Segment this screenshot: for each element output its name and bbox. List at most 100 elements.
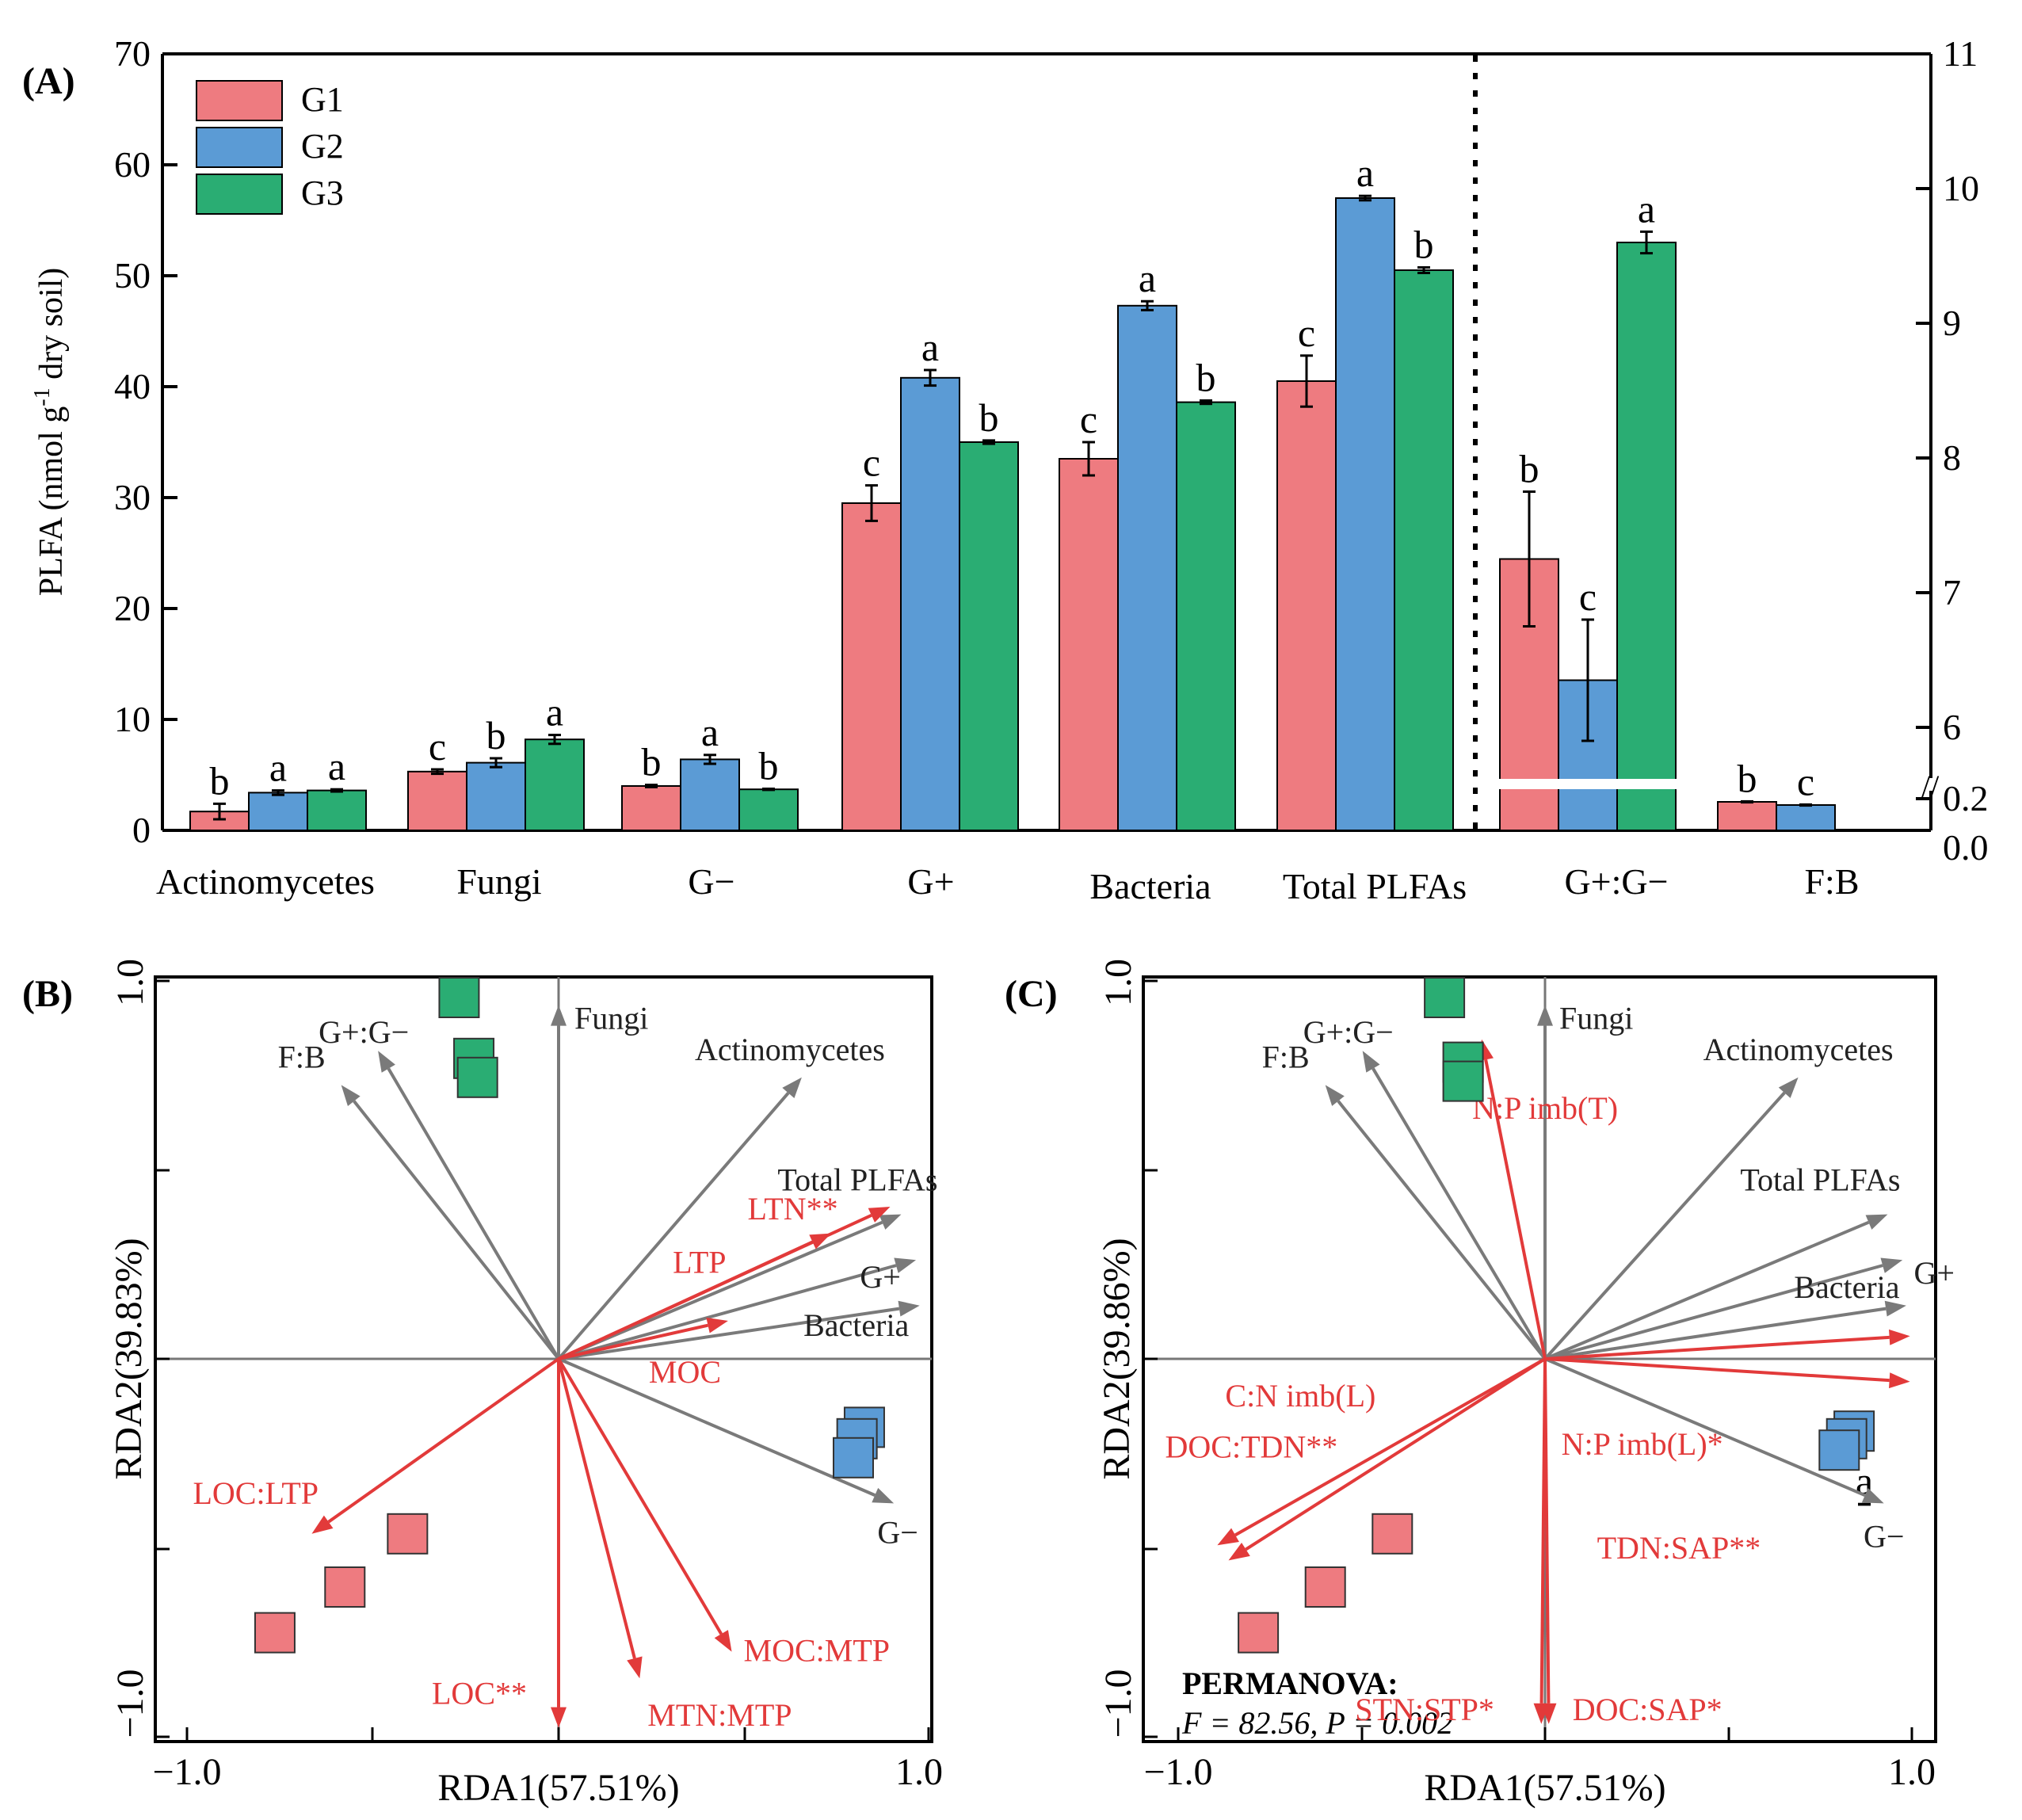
sample-point-g1 <box>254 1612 296 1654</box>
panel-c-ytick-max: 1.0 <box>1097 959 1139 1006</box>
right-tick-label: 7 <box>1943 572 1961 612</box>
panel-a-ylabel: PLFA (nmol g-1 dry soil) <box>30 268 70 597</box>
explanatory-arrow-label: DOC:TDN** <box>1166 1429 1338 1464</box>
significance-letter: a <box>269 746 287 790</box>
axis-break-mark: // <box>1921 769 1940 804</box>
panel-b-ticks <box>155 979 930 1742</box>
panel-b-xtick-min: −1.0 <box>152 1751 221 1793</box>
left-tick-label: 20 <box>114 588 151 628</box>
significance-letter: a <box>921 325 939 369</box>
legend-swatch-g3 <box>196 174 283 215</box>
response-arrow-label: Bacteria <box>1794 1269 1899 1305</box>
panel-c-plot: Fungi Actinomycetes G+:G−F:B Total PLFAs G+ B… <box>1166 977 1955 1727</box>
significance-letter: b <box>1520 447 1539 491</box>
panel-a-label: (A) <box>22 60 75 102</box>
sample-point-g1 <box>1372 1513 1413 1555</box>
response-arrow-label: Fungi <box>574 1001 648 1036</box>
response-arrow-head <box>1325 1085 1345 1106</box>
panel-a: (A) PLFA (nmol g-1 dry soil) // 0 10 20 … <box>22 33 1989 1506</box>
response-arrow-head <box>1537 1005 1553 1026</box>
category-label: F:B <box>1804 861 1859 902</box>
response-arrow-head <box>1880 1257 1903 1273</box>
category-label: G− <box>688 861 734 902</box>
response-arrow-label: G− <box>1864 1518 1904 1554</box>
significance-letter: c <box>1080 397 1097 441</box>
panel-b-ytick-max: 1.0 <box>109 959 151 1006</box>
left-bar-g2 <box>1335 197 1395 831</box>
explanatory-arrow-head <box>627 1656 643 1679</box>
legend-swatch-g2 <box>196 127 283 168</box>
panel-c-label: (C) <box>1005 973 1058 1015</box>
significance-letter: b <box>1414 223 1434 267</box>
response-arrow-label: Total PLFAs <box>777 1162 937 1198</box>
significance-letter: b <box>210 758 230 803</box>
right-bar-g3 <box>1616 242 1677 831</box>
right-tick-label: 0.0 <box>1943 827 1989 868</box>
response-arrow-line <box>1543 1091 1786 1360</box>
response-arrow-line <box>1544 1220 1870 1360</box>
explanatory-arrow-label: TDN:SAP** <box>1597 1530 1761 1566</box>
explanatory-arrow-label: STN:STP* <box>1355 1692 1494 1727</box>
category-label: G+ <box>907 861 954 902</box>
legend-swatch-g1 <box>196 80 283 121</box>
panel-b-xlabel: RDA1(57.51%) <box>437 1767 679 1809</box>
panel-b: (B) −1.0 1.0 1.0 −1.0 RDA1(57.51%) RDA2(… <box>22 959 943 1809</box>
explanatory-arrow-head <box>706 1317 728 1334</box>
explanatory-arrow-head <box>1889 1329 1910 1345</box>
left-bar-g3 <box>525 738 585 832</box>
significance-letter: a <box>328 744 345 788</box>
left-bar-g2 <box>1117 304 1177 831</box>
left-bar-g2 <box>466 761 526 831</box>
panel-c-xlabel: RDA1(57.51%) <box>1424 1767 1665 1809</box>
explanatory-arrow-line <box>1544 1335 1890 1360</box>
a-left-ticks: 0 10 20 30 40 50 60 70 <box>114 33 177 850</box>
response-arrow-label: G+ <box>1913 1255 1954 1291</box>
a-legend: G1 G2 G3 <box>196 80 344 215</box>
left-bar-g3 <box>1176 401 1236 832</box>
left-bar-g2 <box>900 376 960 831</box>
significance-letter: a <box>1139 256 1156 300</box>
panel-b-ytick-min: −1.0 <box>109 1669 151 1738</box>
response-arrow-head <box>1865 1214 1888 1230</box>
explanatory-arrow-head <box>868 1207 891 1223</box>
legend-label-g3: G3 <box>301 174 344 212</box>
response-arrow-line <box>558 1307 900 1360</box>
significance-letter: b <box>759 744 779 788</box>
panel-c-xtick-min: −1.0 <box>1143 1751 1212 1793</box>
right-tick-label: 6 <box>1943 707 1961 747</box>
ylabel-main: PLFA (nmol g <box>33 406 70 597</box>
category-label: Fungi <box>456 861 541 902</box>
a-right-ticks: 11 10 9 8 7 6 0.2 0.0 <box>1916 33 1989 868</box>
response-arrow-label: Fungi <box>1559 1001 1633 1036</box>
permanova-stat: F = 82.56, P = 0.002 <box>1181 1705 1453 1741</box>
response-arrow-head <box>551 1005 567 1026</box>
response-arrow-label: Actinomycetes <box>1703 1032 1894 1067</box>
ylabel-end: dry soil) <box>33 268 70 388</box>
explanatory-arrow-label: LTP <box>673 1245 726 1280</box>
left-bar-g1 <box>841 502 902 831</box>
left-tick-label: 50 <box>114 255 151 296</box>
explanatory-arrow-label: N:P imb(T) <box>1472 1090 1618 1126</box>
significance-letter: c <box>1298 311 1315 355</box>
right-bar-g2 <box>1776 804 1836 831</box>
response-arrow-head <box>341 1085 361 1106</box>
response-arrow-label: Total PLFAs <box>1740 1162 1900 1198</box>
right-tick-label: 8 <box>1943 437 1961 478</box>
panel-b-label: (B) <box>22 973 73 1015</box>
left-tick-label: 0 <box>132 810 151 850</box>
response-arrow-head <box>782 1077 802 1099</box>
left-bar-g1 <box>1059 458 1119 831</box>
sample-point-g1 <box>324 1566 366 1608</box>
explanatory-arrow-label: MOC:MTP <box>744 1633 891 1669</box>
explanatory-arrow-label: C:N imb(L) <box>1225 1378 1375 1414</box>
explanatory-arrow-line <box>1234 1357 1546 1537</box>
significance-letter: c <box>429 724 446 769</box>
category-label: Actinomycetes <box>156 861 375 902</box>
explanatory-arrow-label: DOC:SAP* <box>1573 1692 1723 1727</box>
response-arrow-head <box>879 1214 902 1230</box>
significance-letter: b <box>486 713 506 757</box>
sample-point-g3 <box>1424 977 1466 1018</box>
response-arrow-label: F:B <box>1262 1039 1310 1074</box>
response-arrow-head <box>1884 1300 1906 1317</box>
